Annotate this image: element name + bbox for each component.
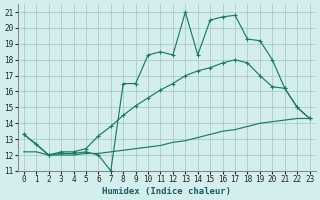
X-axis label: Humidex (Indice chaleur): Humidex (Indice chaleur) — [102, 187, 231, 196]
